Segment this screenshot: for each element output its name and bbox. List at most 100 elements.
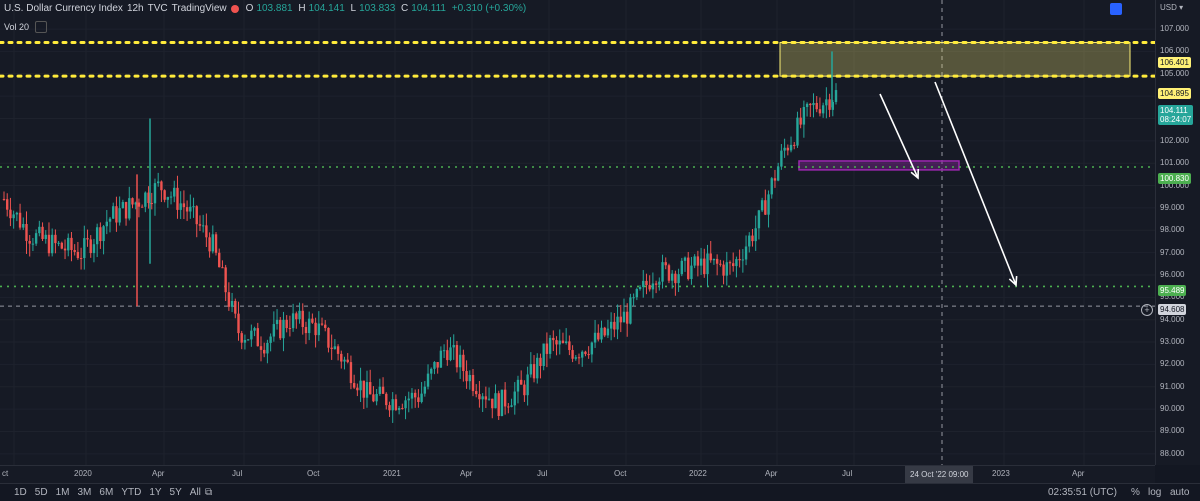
time-scale[interactable]: ct 2020 Apr Jul Oct 2021 Apr Jul Oct 2022 Apr Jul 20… — [0, 465, 1155, 484]
candle-body — [330, 347, 333, 350]
price-tick: 91.000 — [1160, 381, 1185, 391]
candle-body — [92, 244, 96, 254]
candle-body — [34, 233, 38, 244]
candle-body — [776, 166, 780, 181]
candle-body — [349, 362, 353, 384]
auto-toggle[interactable]: auto — [1170, 487, 1190, 498]
price-tick: 107.000 — [1160, 24, 1189, 34]
candle-body — [112, 206, 115, 219]
volume-visibility-icon[interactable] — [35, 21, 48, 33]
candle-body — [134, 202, 137, 205]
candle-body — [44, 234, 47, 239]
candle-body — [211, 234, 215, 252]
currency-selector[interactable]: USD ▾ — [1160, 3, 1184, 12]
screenshot-icon[interactable] — [1110, 3, 1122, 15]
candle-body — [568, 341, 571, 351]
candle-body — [789, 144, 793, 151]
candle-body — [381, 386, 385, 394]
candle-body — [246, 339, 250, 341]
candle-body — [757, 210, 761, 229]
candle-body — [208, 237, 211, 252]
utc-clock[interactable]: 02:35:51 (UTC) — [1048, 487, 1117, 498]
candle-body — [680, 260, 684, 275]
open-value: 103.881 — [256, 3, 293, 14]
bottom-toolbar: 1D 5D 1M 3M 6M YTD 1Y 5Y All ⧉ 02:35:51 (UTC) % … — [0, 483, 1200, 501]
candle-body — [28, 240, 31, 244]
candle-body — [574, 357, 577, 359]
date-range-icon[interactable]: ⧉ — [205, 487, 213, 498]
range-button-1d[interactable]: 1D — [14, 487, 27, 498]
support-2-tag: 95.489 — [1158, 285, 1187, 296]
range-button-ytd[interactable]: YTD — [121, 487, 142, 498]
range-button-all[interactable]: All — [189, 487, 201, 498]
interval-label[interactable]: 12h — [126, 3, 144, 14]
candle-body — [333, 346, 337, 350]
price-scale[interactable]: USD ▾ 107.000106.000105.000103.000102.00… — [1155, 0, 1200, 465]
price-tick: 106.000 — [1160, 46, 1189, 56]
candle-body — [802, 107, 806, 125]
range-button-3m[interactable]: 3M — [77, 487, 92, 498]
price-chart[interactable] — [0, 0, 1155, 465]
market-status-icon[interactable] — [230, 4, 239, 13]
time-label: Apr — [1072, 469, 1085, 478]
time-label: 2021 — [383, 469, 401, 478]
candle-body — [519, 379, 523, 385]
candle-body — [439, 350, 443, 368]
candle-body — [31, 243, 35, 245]
range-button-5y[interactable]: 5Y — [169, 487, 182, 498]
candle-body — [642, 280, 645, 287]
range-button-6m[interactable]: 6M — [99, 487, 114, 498]
high-label: H — [298, 3, 306, 14]
candle-body — [369, 382, 372, 395]
candle-body — [102, 226, 105, 242]
candle-body — [121, 202, 125, 209]
price-tick: 98.000 — [1160, 225, 1185, 235]
candle-body — [651, 283, 655, 290]
candle-body — [253, 328, 256, 331]
candle-body — [821, 105, 825, 114]
price-tick: 100.000 — [1160, 180, 1189, 190]
candle-body — [609, 321, 613, 329]
candle-body — [140, 206, 144, 208]
symbol-name[interactable]: U.S. Dollar Currency Index — [4, 3, 123, 14]
candle-body — [79, 258, 83, 260]
candle-body — [362, 380, 365, 398]
price-tick: 93.000 — [1160, 337, 1185, 347]
high-value: 104.141 — [308, 3, 345, 14]
candle-body — [539, 357, 542, 367]
candle-body — [677, 274, 680, 284]
candle-body — [638, 286, 642, 290]
candle-body — [491, 398, 494, 409]
candle-body — [218, 252, 221, 268]
candle-body — [124, 202, 128, 219]
candle-body — [796, 117, 799, 146]
add-alert-icon[interactable]: + — [1141, 304, 1153, 316]
volume-legend[interactable]: Vol 20 — [4, 21, 48, 33]
chart-area[interactable]: U.S. Dollar Currency Index 12h TVC Tradi… — [0, 0, 1155, 465]
candle-body — [205, 225, 208, 238]
candle-body — [696, 256, 700, 266]
candle-body — [825, 99, 828, 106]
price-tick: 90.000 — [1160, 404, 1185, 414]
candle-body — [558, 340, 561, 345]
range-button-5d[interactable]: 5D — [34, 487, 48, 498]
candle-body — [683, 257, 687, 261]
candle-body — [555, 340, 558, 345]
candle-body — [510, 405, 513, 407]
candle-body — [279, 319, 282, 339]
time-label: 2023 — [992, 469, 1010, 478]
candle-body — [195, 206, 198, 225]
candle-body — [471, 374, 475, 392]
price-tick: 94.000 — [1160, 314, 1185, 324]
candle-body — [436, 362, 439, 368]
candle-body — [667, 265, 671, 281]
candle-body — [291, 313, 295, 329]
candle-body — [137, 202, 141, 207]
candle-body — [812, 103, 815, 106]
candle-body — [131, 198, 134, 205]
candle-body — [494, 393, 497, 409]
range-button-1y[interactable]: 1Y — [149, 487, 162, 498]
range-button-1m[interactable]: 1M — [55, 487, 70, 498]
log-toggle[interactable]: log — [1148, 487, 1162, 498]
percent-toggle[interactable]: % — [1131, 487, 1140, 498]
